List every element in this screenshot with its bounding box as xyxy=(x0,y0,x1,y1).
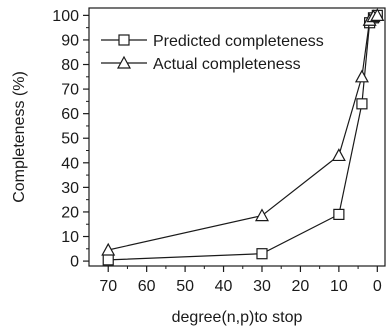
x-tick-label: 10 xyxy=(330,278,348,295)
y-tick-label: 20 xyxy=(61,204,79,221)
y-tick-label: 50 xyxy=(61,131,79,148)
predicted-point-marker xyxy=(256,248,268,260)
legend: Predicted completeness Actual completene… xyxy=(101,33,324,73)
x-tick-label: 20 xyxy=(292,278,310,295)
y-tick-label: 10 xyxy=(61,229,79,246)
y-axis-title: Completeness (%) xyxy=(11,71,28,203)
x-tick-label: 50 xyxy=(176,278,194,295)
predicted-point-marker xyxy=(333,208,345,220)
x-axis-title: degree(n,p)to stop xyxy=(172,309,303,326)
x-tick-label: 0 xyxy=(373,278,382,295)
legend-label-actual: Actual completeness xyxy=(153,56,301,73)
legend-label-predicted: Predicted completeness xyxy=(153,33,324,50)
legend-triangle-marker xyxy=(116,55,132,69)
series-layer xyxy=(101,8,385,266)
predicted-point-marker xyxy=(356,98,368,110)
y-tick-label: 60 xyxy=(61,106,79,123)
y-tick-label: 100 xyxy=(52,8,79,25)
x-tick-label: 30 xyxy=(253,278,271,295)
x-tick-label: 40 xyxy=(215,278,233,295)
x-tick-label: 70 xyxy=(99,278,117,295)
legend-square-marker xyxy=(118,34,130,46)
x-axis: 70 60 50 40 30 20 10 0 xyxy=(99,266,382,295)
predicted-point-marker xyxy=(102,254,114,266)
series-line-predicted xyxy=(108,14,378,261)
y-tick-label: 0 xyxy=(70,254,79,271)
x-tick-label: 60 xyxy=(138,278,156,295)
actual-point-marker xyxy=(354,69,369,83)
y-tick-label: 90 xyxy=(61,32,79,49)
y-axis: 0 10 20 30 40 50 60 70 80 90 100 xyxy=(52,8,89,271)
y-tick-label: 70 xyxy=(61,82,79,99)
y-tick-label: 40 xyxy=(61,155,79,172)
y-tick-label: 80 xyxy=(61,57,79,74)
actual-point-marker xyxy=(254,208,269,222)
actual-point-marker xyxy=(370,8,385,21)
plot-frame xyxy=(88,7,386,267)
y-tick-label: 30 xyxy=(61,180,79,197)
actual-point-marker xyxy=(101,242,116,256)
actual-point-marker xyxy=(331,148,346,162)
